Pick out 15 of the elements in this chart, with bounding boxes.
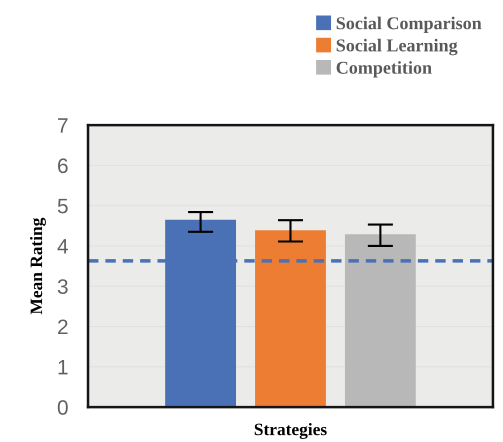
y-tick-label: 5 xyxy=(58,198,68,214)
y-tick-label: 0 xyxy=(58,400,68,415)
y-tick-label: 3 xyxy=(58,279,68,294)
y-tick-label: 1 xyxy=(58,360,68,374)
y-axis-title: Mean Rating xyxy=(30,218,46,314)
y-tick-label: 4 xyxy=(57,239,68,254)
legend-label: Competition xyxy=(336,61,432,78)
bar xyxy=(255,230,326,408)
bar xyxy=(344,234,416,408)
y-tick-label: 6 xyxy=(58,158,68,174)
y-tick-label: 7 xyxy=(58,118,68,133)
x-axis-title: Strategies xyxy=(254,423,327,439)
legend-label: Social Comparison xyxy=(336,16,482,34)
legend-label: Social Learning xyxy=(336,38,458,56)
y-tick-label: 2 xyxy=(58,320,68,334)
